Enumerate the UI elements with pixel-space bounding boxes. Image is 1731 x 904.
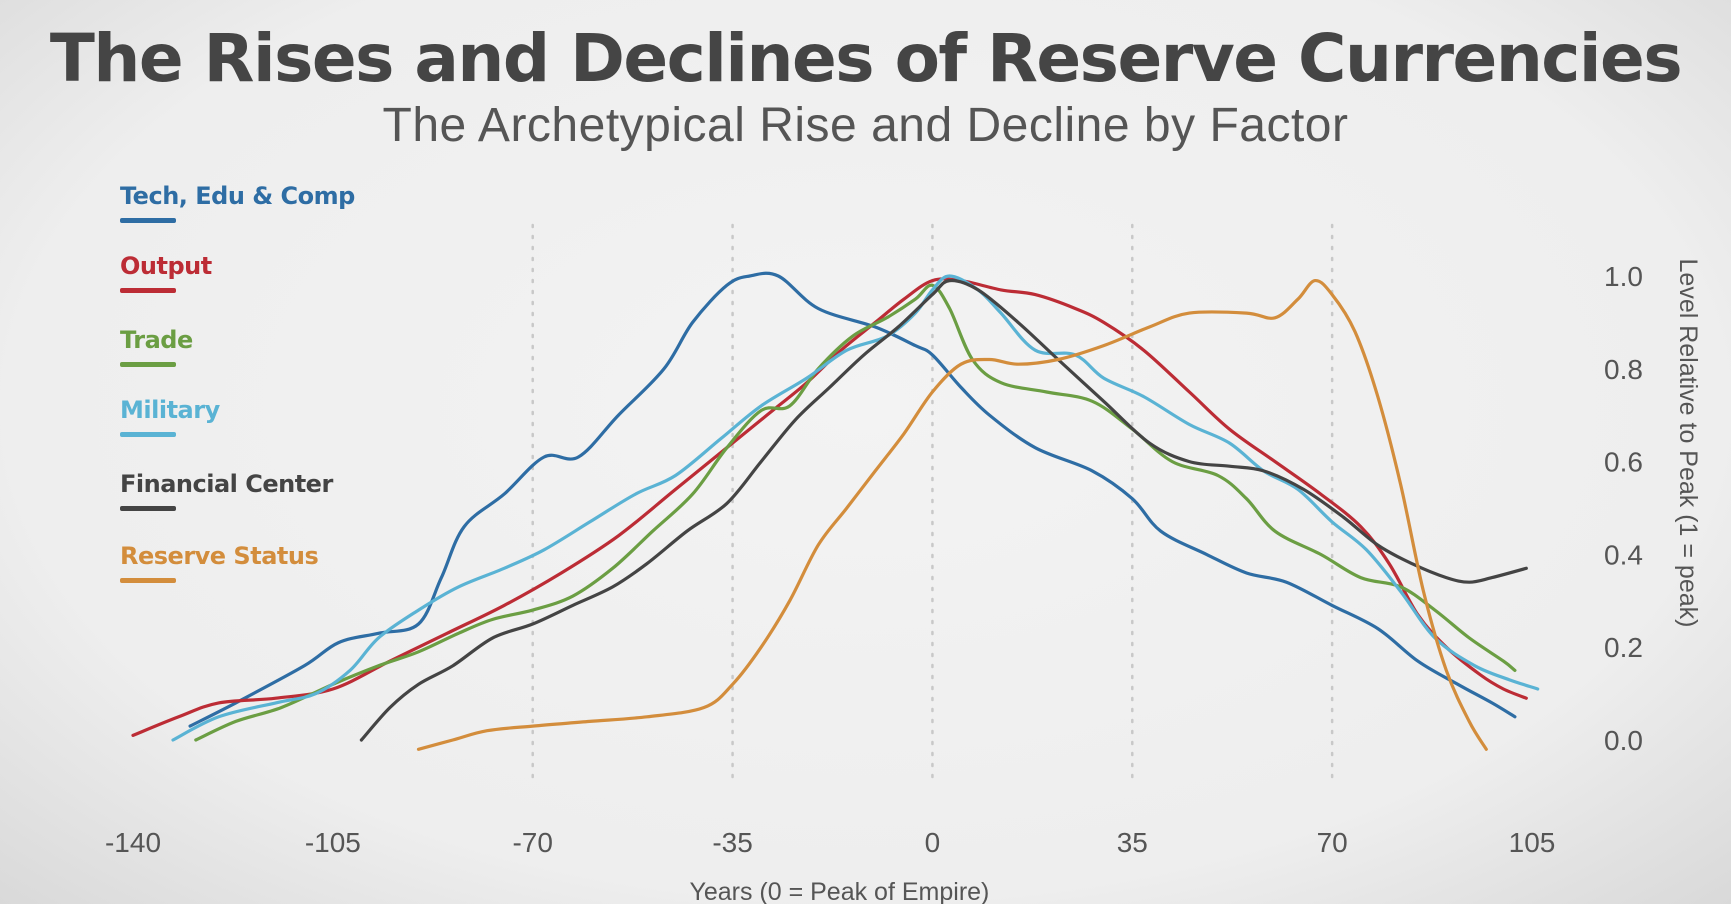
legend-swatch [120,506,176,511]
x-tick-label: 70 [1317,827,1348,858]
y-axis-title: Level Relative to Peak (1 = peak) [1674,259,1702,628]
y-tick-label: 0.2 [1604,632,1643,663]
y-tick-label: 0.0 [1604,725,1643,756]
y-tick-label: 1.0 [1604,261,1643,292]
legend-item-output: Output [120,252,212,293]
series-lines [131,271,1540,751]
x-tick-label: 0 [925,827,941,858]
y-tick-label: 0.4 [1604,539,1643,570]
x-axis-title: Years (0 = Peak of Empire) [689,878,989,904]
legend-label: Output [120,252,212,280]
x-tick-label: -105 [305,827,361,858]
legend-item-trade: Trade [120,326,193,367]
legend-label: Financial Center [120,470,333,498]
y-tick-label: 0.6 [1604,447,1643,478]
legend-label: Tech, Edu & Comp [120,182,355,210]
chart-title: The Rises and Declines of Reserve Curren… [49,20,1683,97]
legend-swatch [120,288,176,293]
chart-subtitle: The Archetypical Rise and Decline by Fac… [382,99,1349,152]
grid [531,223,1334,782]
legend-item-tech-edu-comp: Tech, Edu & Comp [120,182,355,223]
legend-item-reserve-status: Reserve Status [120,542,319,583]
legend-swatch [120,218,176,223]
x-axis: -140 -105 -70 -35 0 35 70 105 [105,827,1555,858]
series-line-trade [194,283,1517,742]
legend-item-military: Military [120,396,220,437]
legend-swatch [120,362,176,367]
legend-swatch [120,578,176,583]
legend-label: Trade [120,326,193,354]
x-tick-label: -140 [105,827,161,858]
legend-item-financial-center: Financial Center [120,470,333,511]
x-tick-label: -35 [712,827,752,858]
legend-label: Military [120,396,220,424]
x-tick-label: -70 [512,827,552,858]
series-line-reserve-status [416,278,1488,751]
x-tick-label: 105 [1509,827,1556,858]
legend-swatch [120,432,176,437]
series-line-financial-center [359,278,1528,742]
legend-label: Reserve Status [120,542,319,570]
series-line-tech-edu-comp [188,271,1517,728]
series-line-output [131,277,1528,737]
y-tick-label: 0.8 [1604,354,1643,385]
y-axis: 0.0 0.2 0.4 0.6 0.8 1.0 [1604,261,1643,756]
x-tick-label: 35 [1117,827,1148,858]
